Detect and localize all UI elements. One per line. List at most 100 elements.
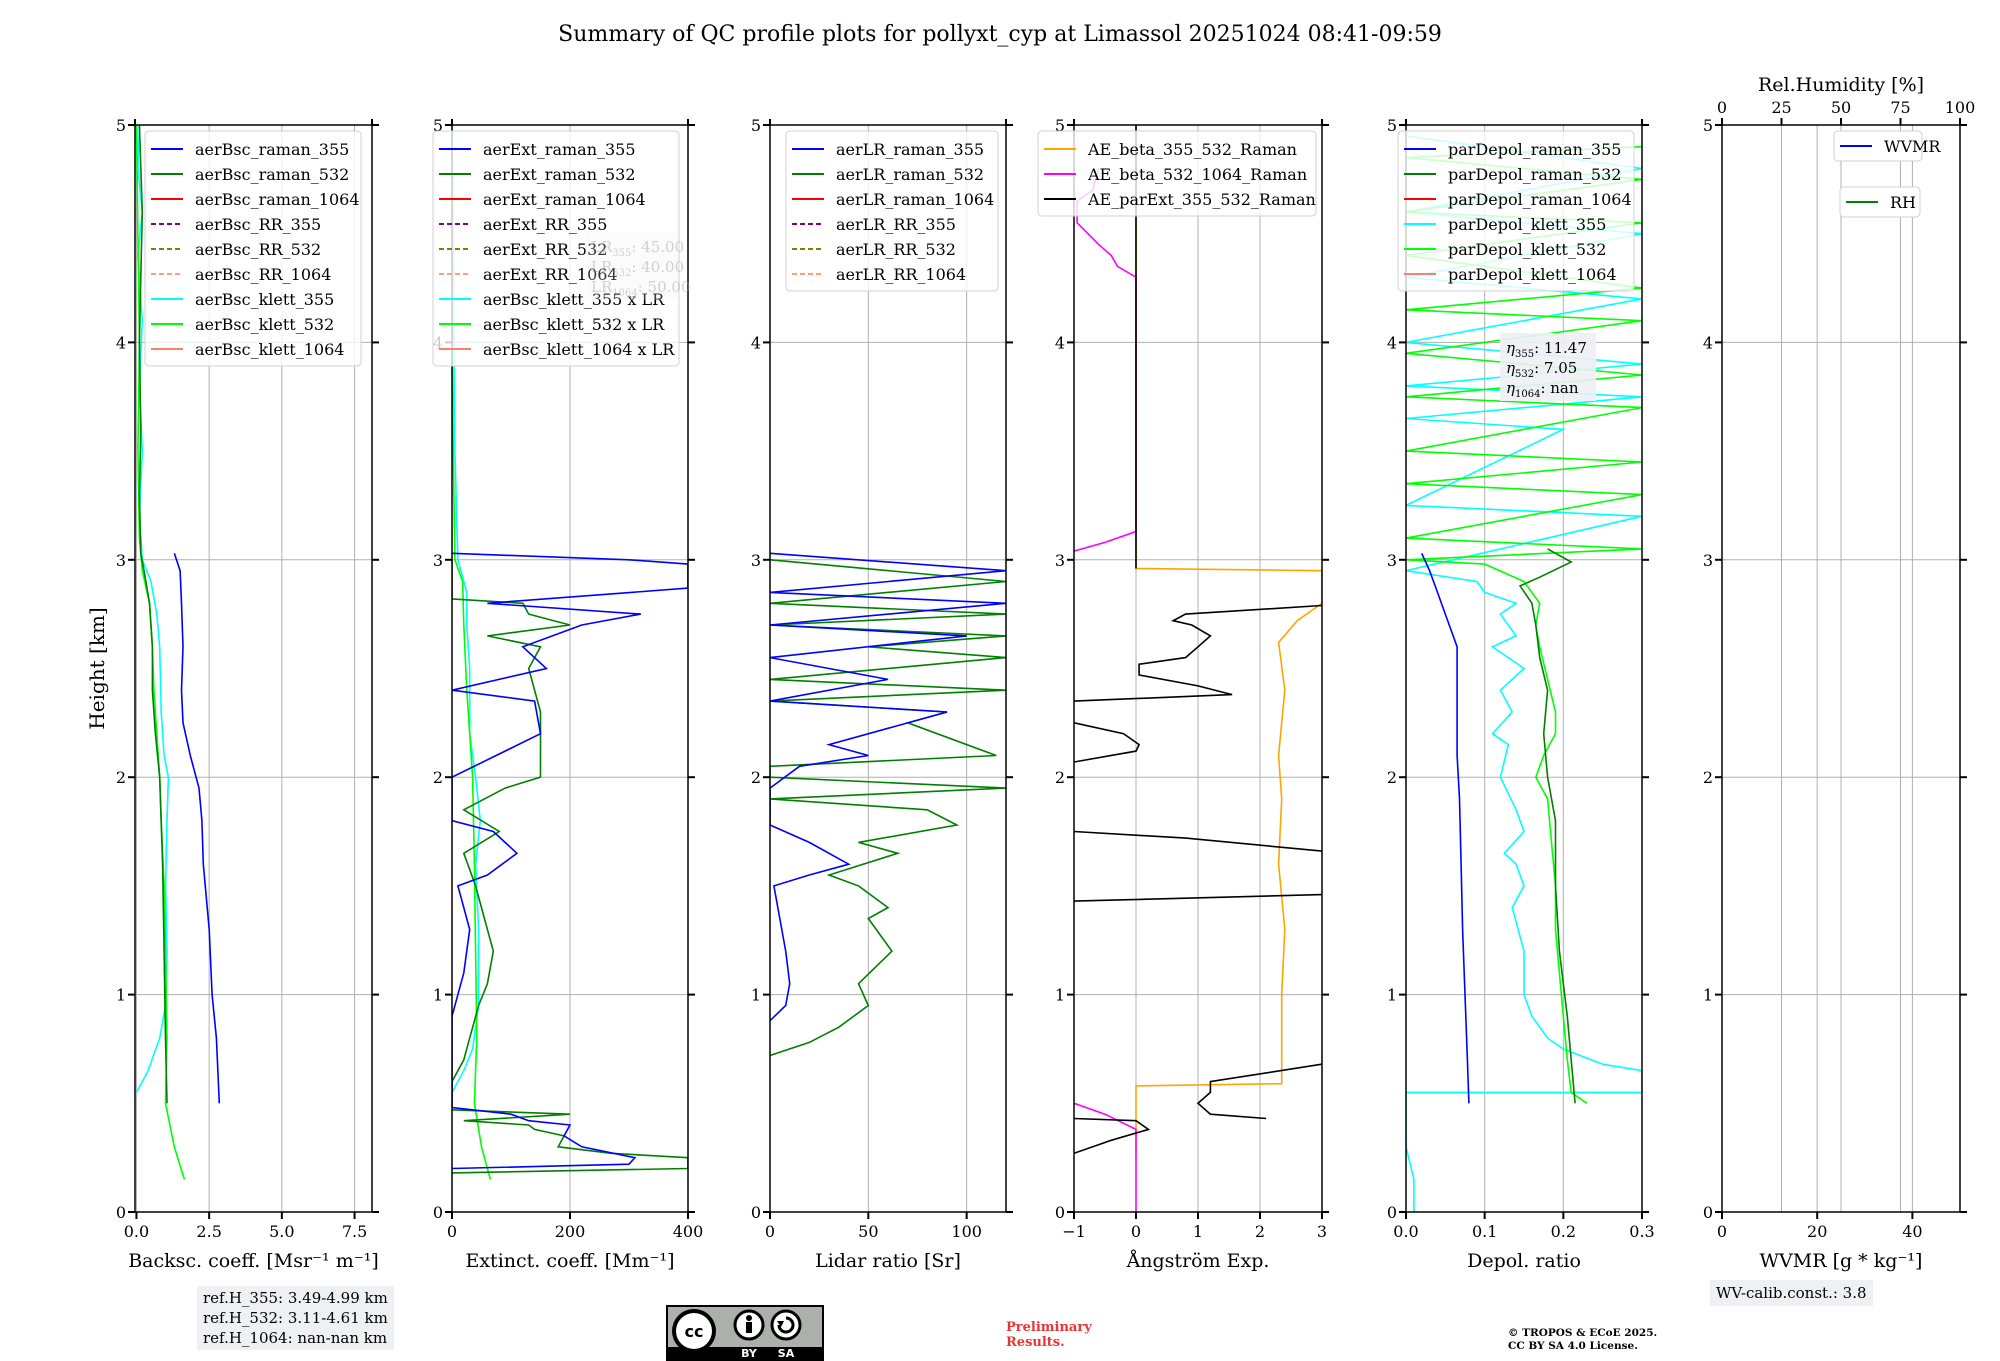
x-tick-label: 7.5	[342, 1222, 367, 1241]
legend-wvmr: WVMR	[1833, 130, 1941, 162]
legend-label: aerBsc_klett_355 x LR	[483, 290, 665, 309]
series-line-parDepol_raman_355	[1420, 552, 1470, 1104]
legend-label: parDepol_klett_355	[1448, 215, 1606, 234]
x-tick-label: 40	[1902, 1222, 1922, 1241]
lidar-ratio-box-line: LR532: 40.00	[591, 258, 684, 279]
y-tick-label: 3	[116, 551, 126, 570]
legend-rh: RH	[1839, 186, 1921, 218]
series-line-AE_parExt_355_532_Raman_mid	[1196, 1063, 1322, 1120]
legend-label: AE_beta_355_532_Raman	[1087, 140, 1297, 159]
legend-label: parDepol_klett_1064	[1448, 265, 1617, 284]
y-tick-label: 0	[751, 1203, 761, 1222]
legend-label: parDepol_raman_1064	[1448, 190, 1632, 209]
legend: aerLR_raman_355 aerLR_raman_532 aerLR_rama…	[785, 130, 999, 292]
y-tick-label: 2	[751, 768, 761, 787]
legend-label: aerLR_RR_355	[836, 215, 956, 234]
legend: AE_beta_355_532_Raman AE_beta_532_1064_Ra…	[1037, 130, 1317, 217]
series-line-aerBsc_raman_532	[138, 125, 168, 1104]
ref-height-1064: ref.H_1064: nan-nan km	[203, 1329, 388, 1347]
y-tick-label: 4	[116, 333, 126, 352]
sa-label: SA	[778, 1347, 795, 1360]
series-line-parDepol_klett_532	[1406, 145, 1642, 1104]
y-tick-label: 4	[1387, 333, 1397, 352]
legend-label: aerBsc_RR_355	[195, 215, 321, 234]
legend: aerExt_raman_355 aerExt_raman_532 aerExt_r…	[432, 130, 680, 367]
x-tick-label: 0.0	[1393, 1222, 1418, 1241]
x-tick-label: 100	[951, 1222, 982, 1241]
ref-height-355: ref.H_355: 3.49-4.99 km	[203, 1289, 388, 1307]
x-tick-label: −1	[1062, 1222, 1086, 1241]
y-tick-label: 3	[1387, 551, 1397, 570]
y-tick-label: 0	[1387, 1203, 1397, 1222]
x-tick-label: 0.1	[1472, 1222, 1497, 1241]
preliminary-line-1: Preliminary	[1006, 1320, 1092, 1335]
y-tick-label: 0	[116, 1203, 126, 1222]
x-tick-label: 0.2	[1551, 1222, 1576, 1241]
series-group	[1406, 135, 1642, 1212]
x-tick-label: 50	[858, 1222, 878, 1241]
legend-label: aerExt_raman_532	[483, 165, 636, 184]
x-axis-label: Lidar ratio [Sr]	[815, 1250, 961, 1272]
legend-label: aerBsc_raman_1064	[195, 190, 360, 209]
figure-title: Summary of QC profile plots for pollyxt_…	[558, 22, 1442, 47]
x-axis-label: Ångström Exp.	[1126, 1250, 1270, 1272]
ref-height-532: ref.H_532: 3.11-4.61 km	[203, 1309, 388, 1327]
x-tick-label: 1	[1193, 1222, 1203, 1241]
legend-label: aerBsc_klett_355	[195, 290, 334, 309]
legend-label: aerLR_RR_532	[836, 240, 956, 259]
legend-label: AE_beta_532_1064_Raman	[1087, 165, 1307, 184]
legend-label: aerBsc_klett_532 x LR	[483, 315, 665, 334]
legend-box	[1397, 130, 1635, 292]
preliminary-results-notice: Preliminary Results.	[1006, 1320, 1092, 1350]
y-tick-label: 2	[1055, 768, 1065, 787]
lidar-ratio-box-line: LR355: 45.00	[591, 238, 684, 259]
chart-panel-backscatter: 0 1 2 3 4 5 0.0 2.5 5.0 7.5 Backsc. coeff. [Msr⁻¹ …	[85, 116, 379, 1272]
y-tick-label: 1	[116, 986, 126, 1005]
y-tick-label: 5	[751, 116, 761, 135]
series-line-AE_beta_355_532_Raman	[1135, 125, 1322, 1158]
series-line-AE_beta_532_1064_Raman	[1074, 1102, 1137, 1212]
y-tick-label: 2	[1387, 768, 1397, 787]
legend: aerBsc_raman_355 aerBsc_raman_532 aerBsc_r…	[144, 130, 362, 367]
cc-by-sa-license-badge: cc BY SA	[666, 1305, 824, 1361]
y-tick-label: 5	[1055, 116, 1065, 135]
rh-tick-label: 25	[1771, 98, 1791, 117]
legend-box	[144, 130, 362, 367]
x-axis-label: Depol. ratio	[1467, 1250, 1581, 1272]
x-axis-label: WVMR [g * kg⁻¹]	[1760, 1250, 1923, 1272]
legend-label: parDepol_raman_355	[1448, 140, 1621, 159]
legend-box	[785, 130, 999, 292]
eta-box-bg	[1500, 333, 1596, 401]
rh-axis-label: Rel.Humidity [%]	[1758, 74, 1924, 96]
y-tick-label: 1	[433, 986, 443, 1005]
series-line-aerLR_raman_355	[770, 552, 1006, 1022]
x-tick-label: 200	[555, 1222, 586, 1241]
rh-tick-label: 0	[1717, 98, 1727, 117]
legend-label: parDepol_raman_532	[1448, 165, 1621, 184]
legend-box	[1833, 130, 1923, 162]
legend-label: aerExt_RR_532	[483, 240, 607, 259]
legend-label: aerLR_raman_532	[836, 165, 984, 184]
chart-panel-depolarization: 0 1 2 3 4 5 0.0 0.1 0.2 0.3 Depol. ratio parDepol_r…	[1387, 116, 1655, 1272]
x-tick-label: 0	[1131, 1222, 1141, 1241]
y-tick-label: 2	[116, 768, 126, 787]
legend-label: aerExt_RR_1064	[483, 265, 618, 284]
lidar-ratio-box-line: LR1064: 50.00	[591, 278, 690, 299]
x-axis-label: Extinct. coeff. [Mm⁻¹]	[465, 1250, 674, 1272]
legend-label: parDepol_klett_532	[1448, 240, 1606, 259]
preliminary-line-2: Results.	[1006, 1335, 1065, 1350]
y-tick-label: 3	[751, 551, 761, 570]
y-tick-label: 4	[1055, 333, 1065, 352]
x-tick-label: 0	[765, 1222, 775, 1241]
series-line-aerLR_raman_532	[770, 559, 1006, 1057]
x-tick-label: 2.5	[196, 1222, 221, 1241]
x-tick-label: 0.0	[124, 1222, 149, 1241]
series-line-AE_parExt_355_532_Raman_b2	[1074, 830, 1322, 852]
y-tick-label: 5	[116, 116, 126, 135]
series-line-AE_parExt_355_532_Raman_b1	[1074, 893, 1322, 902]
legend-label: aerBsc_RR_1064	[195, 265, 331, 284]
x-tick-label: 2	[1255, 1222, 1265, 1241]
